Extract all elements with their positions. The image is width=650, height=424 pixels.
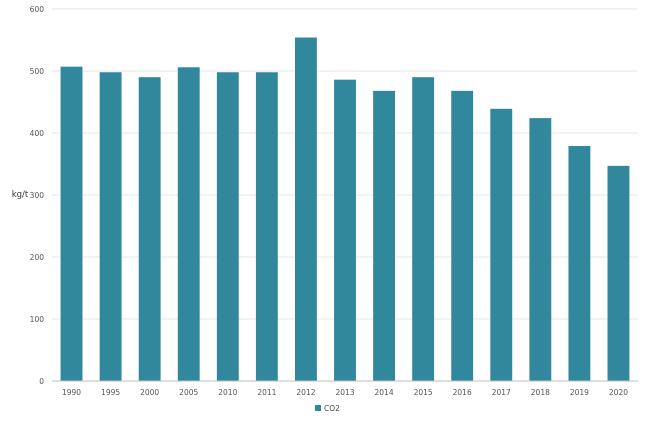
x-tick-label-2014: 2014 bbox=[375, 388, 394, 397]
bar-2014 bbox=[373, 90, 396, 381]
x-tick-label-2013: 2013 bbox=[335, 388, 354, 397]
x-tick-label-2018: 2018 bbox=[531, 388, 550, 397]
bar-2019 bbox=[568, 146, 591, 381]
bar-2012 bbox=[294, 37, 317, 382]
y-tick-label: 100 bbox=[30, 315, 45, 324]
bar-2018 bbox=[529, 118, 552, 382]
y-tick-label: 500 bbox=[30, 67, 45, 76]
bar-2011 bbox=[255, 72, 278, 382]
x-tick-label-2005: 2005 bbox=[179, 388, 198, 397]
x-tick-label-1990: 1990 bbox=[62, 388, 81, 397]
x-tick-label-2011: 2011 bbox=[257, 388, 276, 397]
bar-1995 bbox=[99, 72, 122, 382]
x-tick-label-1995: 1995 bbox=[101, 388, 120, 397]
bar-2017 bbox=[490, 108, 513, 381]
y-tick-label: 200 bbox=[30, 253, 45, 262]
bar-2020 bbox=[607, 165, 630, 381]
x-tick-label-2015: 2015 bbox=[414, 388, 433, 397]
x-tick-label-2017: 2017 bbox=[492, 388, 511, 397]
legend-swatch-co2 bbox=[315, 405, 321, 411]
x-axis-ticks: 1990 1995 2000 2005 2010 2011 2012 2013 2014 2015… bbox=[62, 388, 628, 397]
x-tick-label-2016: 2016 bbox=[453, 388, 472, 397]
bar-2013 bbox=[334, 79, 356, 382]
bar-2005 bbox=[177, 67, 200, 381]
x-tick-label-2010: 2010 bbox=[218, 388, 237, 397]
bar-1990 bbox=[60, 66, 83, 381]
bars bbox=[60, 37, 630, 382]
x-tick-label-2019: 2019 bbox=[570, 388, 589, 397]
y-tick-label: 300 bbox=[30, 191, 45, 200]
legend-label-co2: CO2 bbox=[324, 404, 340, 413]
legend: CO2 bbox=[315, 404, 340, 413]
y-tick-label: 0 bbox=[39, 377, 44, 386]
bar-2000 bbox=[138, 77, 161, 381]
bar-2010 bbox=[216, 72, 239, 382]
y-axis-label: kg/t bbox=[12, 190, 29, 200]
y-tick-label: 600 bbox=[30, 5, 45, 14]
y-axis-ticks: 0 100 200 300 400 500 600 bbox=[30, 5, 45, 386]
x-tick-label-2000: 2000 bbox=[140, 388, 159, 397]
bar-2015 bbox=[412, 77, 435, 381]
x-tick-label-2012: 2012 bbox=[296, 388, 315, 397]
x-tick-label-2020: 2020 bbox=[609, 388, 628, 397]
y-tick-label: 400 bbox=[30, 129, 45, 138]
bar-2016 bbox=[451, 90, 474, 381]
